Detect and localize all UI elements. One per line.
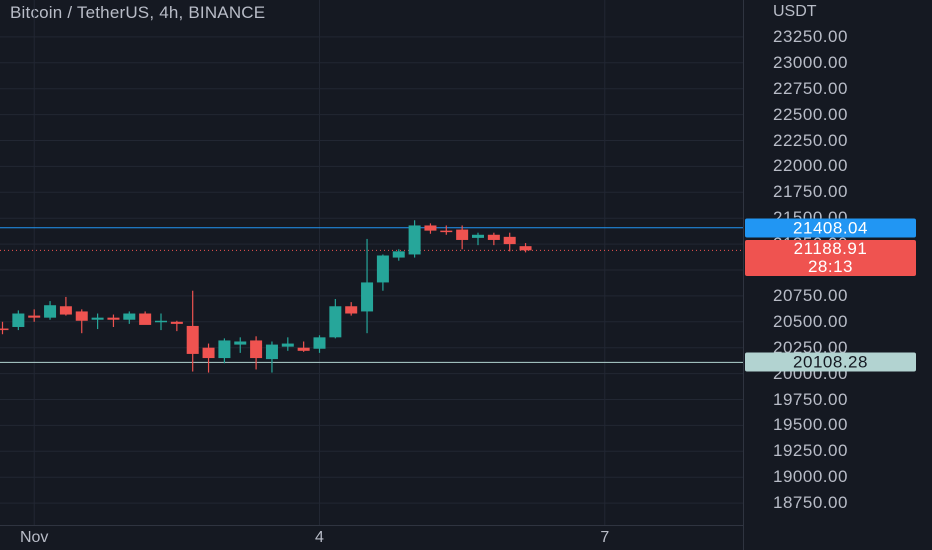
candle-body bbox=[170, 321, 183, 324]
candle[interactable] bbox=[155, 313, 167, 331]
price-axis-border bbox=[743, 0, 744, 550]
candle[interactable] bbox=[361, 238, 374, 334]
candle[interactable] bbox=[472, 232, 484, 246]
currency-label: USDT bbox=[773, 3, 817, 20]
candle[interactable] bbox=[218, 338, 231, 364]
candle[interactable] bbox=[123, 311, 136, 324]
candle-body bbox=[75, 311, 88, 321]
candle-body bbox=[44, 305, 57, 318]
candle-body bbox=[155, 320, 167, 323]
candle-body bbox=[392, 251, 405, 258]
candles bbox=[0, 220, 532, 373]
candle-body bbox=[376, 255, 389, 283]
candle[interactable] bbox=[345, 302, 358, 316]
price-tick-label: 22250.00 bbox=[773, 130, 848, 150]
price-lines bbox=[0, 227, 743, 363]
candle-body bbox=[440, 230, 453, 233]
price-tick-label: 22750.00 bbox=[773, 78, 848, 98]
candle-body bbox=[472, 234, 484, 238]
candle-body bbox=[519, 246, 532, 251]
candle-body bbox=[313, 337, 326, 349]
time-tick-label: 7 bbox=[600, 529, 610, 546]
candle[interactable] bbox=[519, 243, 532, 253]
time-tick-label: 4 bbox=[315, 529, 324, 546]
candle[interactable] bbox=[281, 337, 294, 351]
candle-body bbox=[456, 229, 469, 240]
candle[interactable] bbox=[202, 343, 215, 373]
bar-countdown: 28:13 bbox=[807, 257, 854, 277]
last-price-label: 21188.91 28:13 bbox=[745, 239, 916, 277]
candle-body bbox=[186, 325, 199, 354]
candle[interactable] bbox=[28, 309, 41, 322]
candle[interactable] bbox=[186, 290, 199, 372]
price-tick-label: 20750.00 bbox=[773, 285, 848, 305]
candle[interactable] bbox=[12, 310, 25, 331]
candle[interactable] bbox=[91, 313, 104, 330]
candle-body bbox=[59, 306, 72, 315]
candlestick-plot[interactable] bbox=[0, 0, 743, 525]
last-price-value: 21188.91 bbox=[793, 239, 868, 259]
candle[interactable] bbox=[297, 341, 310, 352]
candle[interactable] bbox=[440, 225, 453, 235]
candle[interactable] bbox=[329, 299, 342, 339]
candle[interactable] bbox=[44, 301, 57, 320]
candle-body bbox=[503, 236, 516, 245]
price-tick-label: 23000.00 bbox=[773, 52, 848, 72]
candle-body bbox=[218, 340, 231, 359]
price-tick-label: 19000.00 bbox=[773, 467, 848, 487]
candle[interactable] bbox=[376, 254, 389, 291]
high-price-label: 21408.04 bbox=[745, 218, 916, 238]
candle[interactable] bbox=[139, 311, 152, 325]
candle[interactable] bbox=[313, 335, 326, 353]
price-tick-label: 19250.00 bbox=[773, 441, 848, 461]
candle-body bbox=[424, 225, 437, 231]
candle-body bbox=[487, 234, 500, 240]
candle[interactable] bbox=[392, 249, 405, 261]
candle-body bbox=[139, 313, 152, 325]
candle[interactable] bbox=[75, 309, 88, 334]
candle-body bbox=[12, 313, 25, 327]
candle[interactable] bbox=[265, 341, 278, 373]
candle[interactable] bbox=[170, 320, 183, 332]
candle-body bbox=[265, 344, 278, 360]
candle[interactable] bbox=[408, 220, 421, 258]
price-tick-label: 21750.00 bbox=[773, 182, 848, 202]
candle[interactable] bbox=[0, 321, 9, 335]
candle-body bbox=[91, 317, 104, 320]
candle[interactable] bbox=[59, 296, 72, 316]
candle-body bbox=[234, 341, 247, 345]
candle-body bbox=[281, 343, 294, 347]
candle-body bbox=[107, 317, 120, 320]
price-tick-label: 20250.00 bbox=[773, 337, 848, 357]
price-tick-label: 20500.00 bbox=[773, 311, 848, 331]
price-tick-label: 22000.00 bbox=[773, 156, 848, 176]
price-tick-label: 23250.00 bbox=[773, 26, 848, 46]
grid-lines bbox=[0, 0, 743, 525]
candle-body bbox=[28, 315, 41, 318]
candle-body bbox=[0, 328, 9, 331]
candle[interactable] bbox=[424, 223, 437, 234]
time-axis-border bbox=[0, 525, 743, 526]
candle-body bbox=[345, 306, 358, 314]
price-tick-label: 22500.00 bbox=[773, 104, 848, 124]
candle-body bbox=[408, 225, 421, 255]
candle-body bbox=[329, 306, 342, 338]
price-tick-label: 18750.00 bbox=[773, 493, 848, 513]
time-tick-label: Nov bbox=[19, 529, 49, 546]
candle-body bbox=[123, 313, 136, 320]
candle[interactable] bbox=[250, 336, 263, 370]
candle[interactable] bbox=[107, 314, 120, 327]
chart-title: Bitcoin / TetherUS, 4h, BINANCE bbox=[10, 3, 266, 22]
candle-body bbox=[250, 340, 263, 359]
candle[interactable] bbox=[234, 337, 247, 353]
candle-body bbox=[297, 347, 310, 351]
low-price-label: 20108.28 bbox=[745, 352, 916, 372]
price-tick-label: 19500.00 bbox=[773, 415, 848, 435]
candle[interactable] bbox=[503, 232, 516, 252]
candle-body bbox=[202, 347, 215, 359]
candle[interactable] bbox=[456, 225, 469, 250]
price-tick-label: 19750.00 bbox=[773, 389, 848, 409]
candle-body bbox=[361, 282, 374, 312]
candle[interactable] bbox=[487, 232, 500, 246]
